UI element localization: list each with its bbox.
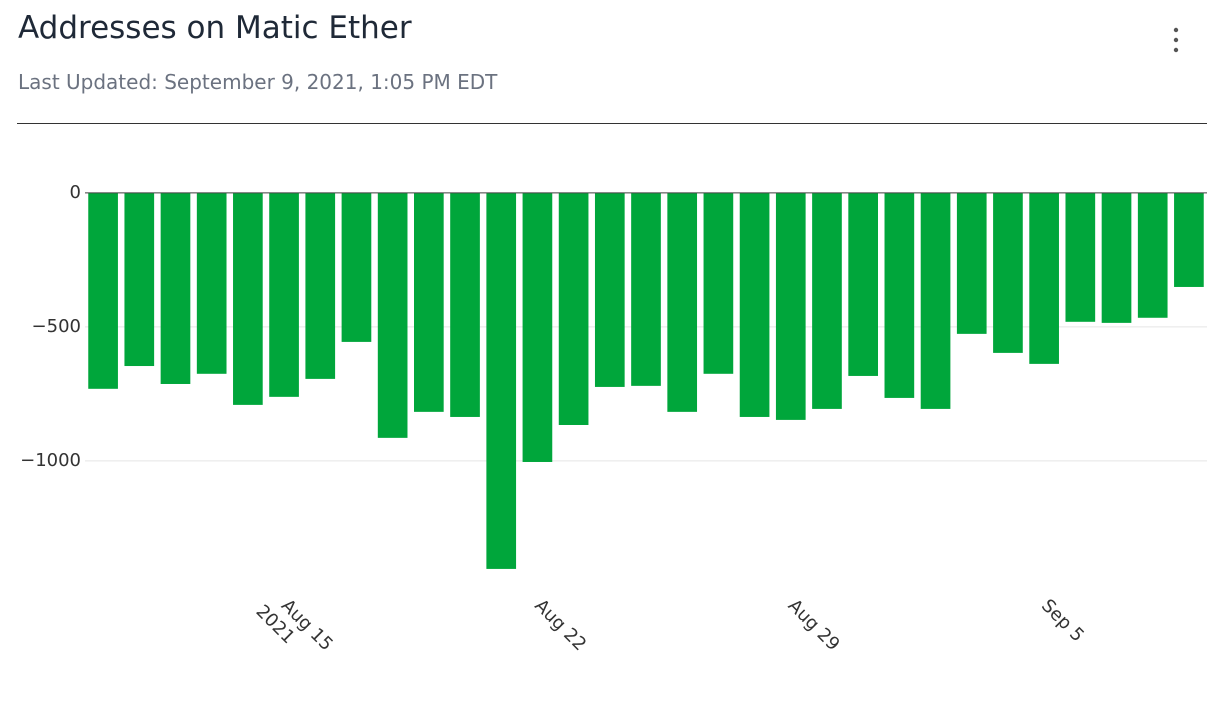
bar: [667, 192, 698, 412]
bar: [812, 192, 842, 409]
bar: [558, 192, 589, 425]
divider: [17, 123, 1207, 124]
x-tick-label: Aug 152021: [252, 585, 337, 670]
menu-button[interactable]: [1166, 24, 1186, 56]
bar: [631, 192, 661, 386]
bar: [269, 192, 299, 397]
y-tick-label: −500: [32, 316, 81, 337]
x-tick-label: Aug 22: [530, 595, 590, 655]
bar: [88, 192, 118, 389]
bar: [920, 192, 951, 409]
bar: [1137, 192, 1168, 318]
bar: [124, 192, 155, 367]
y-tick-label: 0: [70, 182, 81, 203]
bar: [739, 192, 770, 417]
bar: [594, 192, 625, 387]
bar: [413, 192, 444, 412]
bar: [305, 192, 336, 379]
x-tick-label: Sep 5: [1037, 595, 1088, 646]
bar: [450, 192, 480, 417]
bar: [196, 192, 227, 374]
bar: [993, 192, 1023, 353]
chart-title: Addresses on Matic Ether: [18, 10, 412, 46]
bar: [341, 192, 372, 342]
bar: [1101, 192, 1132, 323]
bar: [848, 192, 879, 376]
bar: [233, 192, 263, 405]
bar: [522, 192, 553, 462]
y-tick-label: −1000: [20, 450, 81, 471]
bar: [775, 192, 806, 420]
bar: [1065, 192, 1096, 322]
bar: [703, 192, 734, 374]
bar: [884, 192, 915, 398]
bar: [486, 192, 517, 569]
bar: [956, 192, 987, 334]
bar: [377, 192, 408, 438]
x-tick-label: Aug 29: [784, 595, 844, 655]
chart-subtitle: Last Updated: September 9, 2021, 1:05 PM…: [18, 70, 498, 94]
bar: [160, 192, 191, 384]
bar: [1029, 192, 1059, 364]
bar: [1174, 192, 1204, 287]
